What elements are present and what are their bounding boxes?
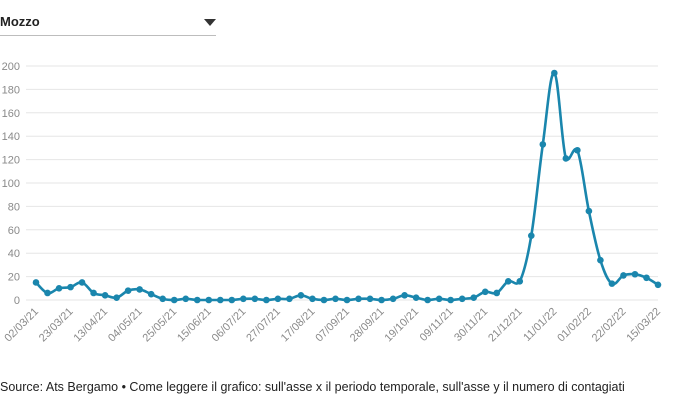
x-tick-label: 23/03/21: [37, 306, 76, 345]
location-dropdown[interactable]: Mozzo: [0, 10, 216, 36]
x-tick-label: 19/10/21: [382, 306, 421, 345]
data-point[interactable]: [516, 277, 524, 285]
data-point[interactable]: [32, 279, 40, 286]
x-tick-label: 04/05/21: [106, 306, 145, 345]
y-axis-ticks: 0 20 40 60 80 100 120 140 160 180 200: [2, 61, 20, 307]
data-point[interactable]: [378, 296, 385, 304]
data-point[interactable]: [608, 280, 616, 287]
x-tick-label: 11/01/22: [521, 306, 559, 344]
data-point[interactable]: [263, 296, 270, 304]
y-tick-label: 40: [8, 248, 20, 260]
data-point[interactable]: [286, 295, 293, 303]
data-point[interactable]: [159, 295, 167, 303]
data-point[interactable]: [240, 295, 247, 303]
data-point[interactable]: [147, 290, 155, 298]
data-point[interactable]: [332, 295, 339, 303]
data-point[interactable]: [574, 146, 581, 154]
data-point[interactable]: [551, 69, 558, 77]
data-point[interactable]: [78, 279, 86, 286]
data-point[interactable]: [343, 296, 351, 304]
data-point[interactable]: [620, 272, 627, 279]
grid-lines: [26, 65, 658, 301]
data-point[interactable]: [297, 292, 305, 299]
data-point[interactable]: [504, 277, 512, 285]
x-tick-label: 02/03/21: [2, 306, 41, 345]
data-point[interactable]: [631, 270, 639, 278]
data-point[interactable]: [435, 295, 443, 303]
y-tick-label: 20: [8, 272, 20, 284]
data-point[interactable]: [493, 289, 501, 297]
x-tick-label: 09/11/21: [418, 306, 456, 344]
data-point[interactable]: [67, 283, 74, 291]
x-tick-label: 15/06/21: [175, 306, 214, 345]
data-point[interactable]: [643, 274, 650, 282]
x-tick-label: 17/08/21: [279, 306, 318, 345]
data-point[interactable]: [527, 232, 535, 239]
data-point[interactable]: [193, 296, 201, 304]
y-tick-label: 140: [2, 131, 20, 143]
data-point[interactable]: [251, 295, 259, 303]
data-point[interactable]: [205, 296, 213, 304]
x-tick-label: 28/09/21: [348, 306, 387, 345]
y-tick-label: 160: [2, 108, 20, 120]
data-point[interactable]: [366, 295, 374, 303]
y-tick-label: 60: [8, 225, 20, 237]
data-point[interactable]: [562, 155, 570, 162]
source-note: Source: Ats Bergamo • Come leggere il gr…: [0, 380, 625, 394]
data-point[interactable]: [389, 295, 397, 303]
x-tick-label: 22/02/22: [590, 306, 629, 345]
data-point[interactable]: [136, 286, 143, 293]
x-tick-label: 01/02/22: [555, 306, 594, 345]
x-tick-label: 13/04/21: [71, 306, 110, 345]
dropdown-selected-value: Mozzo: [0, 14, 40, 29]
data-point[interactable]: [320, 296, 328, 304]
x-tick-label: 30/11/21: [452, 306, 490, 344]
x-tick-label: 21/12/21: [486, 306, 525, 345]
data-point[interactable]: [309, 295, 316, 303]
data-point[interactable]: [113, 294, 120, 301]
series-line: [34, 71, 660, 302]
y-tick-label: 80: [8, 201, 20, 213]
data-point[interactable]: [124, 287, 132, 294]
line-chart: 0 20 40 60 80 100 120 140 160 180 200 02/03/2123/0…: [2, 61, 663, 345]
x-tick-label: 25/05/21: [141, 306, 180, 345]
data-point[interactable]: [654, 281, 662, 289]
data-point[interactable]: [44, 289, 51, 297]
data-point[interactable]: [401, 292, 408, 299]
x-tick-label: 06/07/21: [210, 306, 249, 345]
x-tick-label: 15/03/22: [624, 306, 663, 345]
data-point[interactable]: [424, 296, 431, 304]
data-point[interactable]: [470, 294, 478, 301]
y-tick-label: 200: [2, 61, 20, 73]
data-point[interactable]: [447, 296, 454, 304]
y-tick-label: 120: [2, 155, 20, 167]
data-point[interactable]: [170, 296, 178, 304]
data-point[interactable]: [597, 256, 604, 264]
data-point[interactable]: [182, 295, 190, 303]
chart-area: 0 20 40 60 80 100 120 140 160 180 200 02/03/21 23/0…: [0, 50, 688, 365]
data-point[interactable]: [90, 289, 97, 297]
data-point[interactable]: [481, 288, 489, 296]
data-point[interactable]: [228, 296, 236, 304]
y-tick-label: 180: [2, 84, 20, 96]
data-point[interactable]: [458, 295, 466, 303]
x-axis-ticks: 02/03/2123/03/2113/04/2104/05/2125/05/21…: [2, 306, 663, 345]
x-tick-label: 07/09/21: [313, 306, 352, 345]
chevron-down-icon: [204, 19, 216, 26]
data-point[interactable]: [412, 294, 420, 301]
x-tick-label: 27/07/21: [244, 306, 283, 345]
data-points: [32, 69, 662, 304]
data-point[interactable]: [55, 285, 63, 292]
data-point[interactable]: [216, 296, 224, 304]
y-tick-label: 100: [2, 178, 20, 190]
data-point[interactable]: [274, 295, 282, 303]
data-point[interactable]: [539, 141, 547, 148]
data-point[interactable]: [355, 295, 362, 303]
y-tick-label: 0: [14, 295, 20, 307]
data-point[interactable]: [101, 292, 109, 299]
data-point[interactable]: [585, 207, 593, 215]
